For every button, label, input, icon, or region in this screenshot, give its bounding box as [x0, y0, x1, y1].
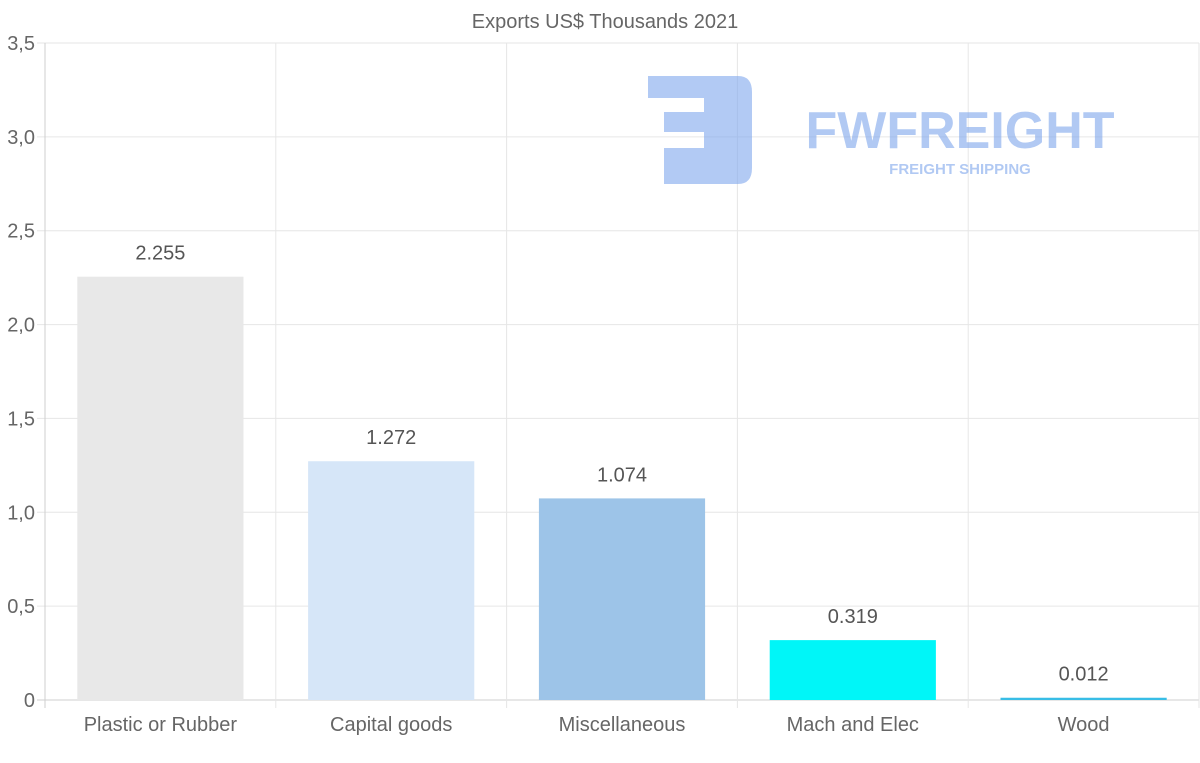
data-label: 1.074	[597, 464, 647, 486]
y-tick-label: 2,0	[7, 315, 35, 337]
y-axis-ticks: 0 0,5 1,0 1,5 2,0 2,5 3,0 3,5	[7, 33, 35, 712]
data-label: 0.319	[828, 606, 878, 628]
bar-mach-and-elec[interactable]	[769, 640, 936, 700]
y-tick-label: 0	[24, 690, 35, 712]
x-tick-label: Plastic or Rubber	[84, 714, 238, 736]
x-axis-ticks: Plastic or Rubber Capital goods Miscellane…	[84, 714, 1110, 736]
y-tick-label: 3,0	[7, 127, 35, 149]
data-labels: 2.255 1.272 1.074 0.319 0.012	[135, 243, 1108, 686]
x-tick-label: Wood	[1058, 714, 1110, 736]
bar-wood[interactable]	[1000, 697, 1167, 700]
x-tick-label: Mach and Elec	[787, 714, 919, 736]
logo-mark-icon	[648, 76, 752, 184]
data-label: 1.272	[366, 427, 416, 449]
data-label: 2.255	[135, 243, 185, 265]
bar-plastic-or-rubber[interactable]	[77, 276, 244, 700]
bar-series	[77, 276, 1167, 700]
watermark-brand: FWFREIGHT	[805, 102, 1114, 160]
y-tick-label: 0,5	[7, 596, 35, 618]
bar-miscellaneous[interactable]	[538, 498, 706, 700]
y-tick-label: 1,5	[7, 408, 35, 430]
x-tick-label: Capital goods	[330, 714, 452, 736]
watermark-tagline: FREIGHT SHIPPING	[889, 161, 1031, 178]
y-tick-label: 2,5	[7, 221, 35, 243]
watermark-logo: FWFREIGHT FREIGHT SHIPPING	[648, 76, 1115, 184]
x-tick-label: Miscellaneous	[559, 714, 686, 736]
y-tick-label: 1,0	[7, 502, 35, 524]
data-label: 0.012	[1059, 664, 1109, 686]
y-tick-label: 3,5	[7, 33, 35, 55]
bar-capital-goods[interactable]	[308, 461, 475, 700]
chart-title: Exports US$ Thousands 2021	[472, 11, 738, 33]
